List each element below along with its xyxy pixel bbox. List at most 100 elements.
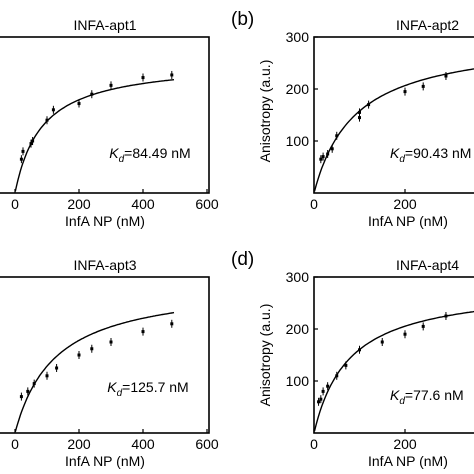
panel-d-marks: 0200400600100200300 [286, 269, 474, 452]
kd-symbol: K [109, 145, 119, 161]
y-tick-label: 300 [286, 29, 310, 45]
panel-b-title: INFA-apt2 [396, 17, 459, 33]
panel-b: (b) INFA-apt2 Anisotropy (a.u.) 02004006… [231, 9, 474, 229]
panel-c-marks: 0 200 400 600 [11, 311, 219, 452]
data-point [335, 374, 339, 378]
kd-symbol: K [107, 379, 117, 395]
data-point [31, 139, 35, 143]
data-point [141, 76, 145, 80]
data-point [319, 397, 323, 401]
data-point [358, 110, 361, 114]
data-point [380, 340, 384, 344]
panel-a-xlabel: InfA NP (nM) [65, 213, 145, 229]
kd-subscript: d [117, 388, 123, 399]
y-tick-label: 100 [286, 133, 310, 149]
data-point [421, 324, 425, 328]
data-point [444, 74, 448, 78]
panel-b-label: (b) [231, 9, 254, 30]
x-tick-label: 400 [131, 436, 155, 452]
kd-subscript: d [399, 154, 405, 165]
x-tick-label: 200 [67, 436, 91, 452]
panel-c-kd-annotation: Kd=125.7 nM [107, 379, 188, 399]
fit-curve [313, 68, 474, 192]
data-point [403, 332, 407, 336]
data-point [358, 116, 361, 120]
panel-a: INFA-apt1 0 200 400 600 Kd=84.49 nM InfA NP… [0, 17, 219, 229]
x-tick-label: 0 [310, 436, 318, 452]
y-tick-label: 200 [286, 81, 310, 97]
panel-b-ylabel: Anisotropy (a.u.) [257, 60, 273, 163]
data-point [77, 353, 81, 357]
panel-d-plot-frame [313, 276, 474, 434]
y-tick-label: 300 [286, 269, 310, 285]
data-point [109, 83, 113, 87]
data-point [326, 152, 330, 156]
panel-d-label: (d) [231, 249, 254, 270]
panel-d-ylabel: Anisotropy (a.u.) [257, 304, 273, 407]
x-tick-label: 200 [67, 196, 91, 212]
kd-value: =125.7 nM [122, 379, 189, 395]
data-point [19, 395, 23, 399]
x-tick-label: 600 [195, 436, 219, 452]
data-point [32, 382, 36, 386]
data-point [358, 348, 361, 352]
kd-value: =90.43 nM [405, 145, 472, 161]
data-point [29, 142, 33, 146]
data-point [141, 330, 145, 334]
kd-symbol: K [390, 387, 400, 403]
data-point [170, 322, 174, 326]
data-point [77, 102, 81, 106]
data-point [170, 73, 174, 77]
data-point [90, 92, 94, 96]
fit-curve [14, 311, 175, 432]
panel-a-marks: 0 200 400 600 [11, 70, 219, 212]
panel-c: INFA-apt3 0 200 400 600 Kd=125.7 nM InfA NP… [0, 257, 219, 469]
data-point [330, 147, 334, 151]
panel-c-xlabel: InfA NP (nM) [65, 453, 145, 469]
x-tick-label: 0 [11, 196, 19, 212]
panel-d-title: INFA-apt4 [396, 257, 459, 273]
panel-b-plot-frame [313, 36, 474, 194]
data-point [344, 363, 348, 367]
kd-value: =77.6 nM [405, 387, 464, 403]
kd-value: =84.49 nM [124, 145, 191, 161]
data-point [55, 366, 59, 370]
panel-b-xlabel: InfA NP (nM) [368, 213, 448, 229]
kd-subscript: d [119, 154, 125, 165]
data-point [90, 347, 94, 351]
panel-d: (d) INFA-apt4 Anisotropy (a.u.) 02004006… [231, 249, 474, 469]
panel-c-title: INFA-apt3 [73, 257, 136, 273]
data-point [19, 157, 23, 161]
y-tick-label: 100 [286, 373, 310, 389]
x-tick-label: 400 [131, 196, 155, 212]
y-tick-label: 200 [286, 321, 310, 337]
kd-symbol: K [390, 145, 400, 161]
data-point [321, 389, 325, 393]
panel-c-plot-frame [0, 276, 210, 434]
panel-d-kd-annotation: Kd=77.6 nM [390, 387, 464, 407]
panel-a-title: INFA-apt1 [73, 17, 136, 33]
x-tick-label: 200 [393, 196, 417, 212]
panel-b-kd-annotation: Kd=90.43 nM [390, 145, 471, 165]
data-point [26, 389, 30, 393]
data-point [21, 149, 25, 153]
fit-curve [14, 79, 175, 192]
kd-subscript: d [399, 396, 405, 407]
data-point [45, 374, 49, 378]
data-point [335, 134, 339, 138]
fit-curve [313, 310, 474, 432]
panel-d-xlabel: InfA NP (nM) [368, 453, 448, 469]
x-tick-label: 0 [310, 196, 318, 212]
data-point [51, 108, 55, 112]
data-point [317, 400, 321, 404]
panel-a-plot-frame [0, 36, 210, 194]
data-point [403, 90, 407, 94]
data-point [109, 340, 113, 344]
data-point [326, 384, 330, 388]
data-point [421, 84, 425, 88]
data-point [321, 155, 325, 159]
data-point [319, 157, 323, 161]
panel-b-marks: 0200400600100200300 [286, 29, 474, 212]
data-point [367, 103, 371, 107]
